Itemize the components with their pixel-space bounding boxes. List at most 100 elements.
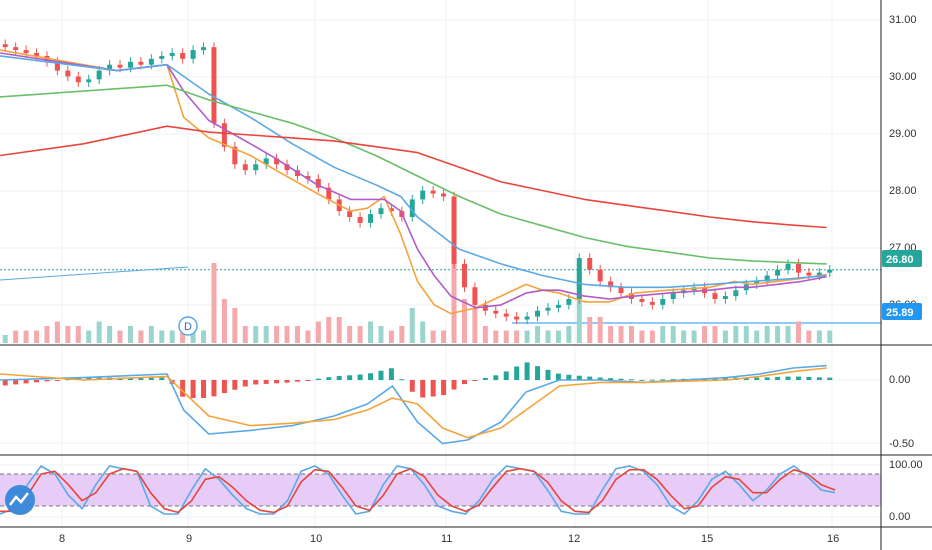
stochastic-band	[0, 473, 881, 507]
volume-bar	[503, 330, 509, 343]
volume-bar	[555, 330, 561, 343]
macd-histogram-bar	[180, 380, 186, 397]
volume-bar	[2, 335, 8, 343]
macd-histogram-bar	[347, 375, 353, 380]
volume-bar	[232, 308, 238, 343]
last-price-tag-label: 26.80	[886, 254, 914, 266]
volume-bar	[294, 326, 300, 343]
volume-bar	[660, 326, 666, 343]
time-tick-label: 9	[186, 533, 192, 545]
candle-body	[242, 164, 248, 171]
macd-histogram-bar	[597, 377, 603, 380]
candle-body	[65, 70, 71, 77]
volume-bar	[13, 330, 19, 343]
macd-histogram-bar	[13, 380, 19, 385]
dividend-marker[interactable]	[178, 316, 198, 336]
volume-bar	[806, 330, 812, 343]
stoch-tick-label: 0.00	[889, 511, 910, 523]
candle-body	[535, 310, 541, 317]
price-tick-label: 30.00	[889, 71, 917, 83]
candle-body	[221, 123, 227, 147]
time-tick-label: 12	[568, 533, 580, 545]
candle-body	[180, 53, 186, 59]
volume-bar	[86, 330, 92, 343]
candle-body	[608, 281, 614, 288]
volume-bar	[34, 330, 40, 343]
macd-histogram-bar	[795, 376, 801, 380]
macd-tick-label: 0.00	[889, 374, 910, 386]
macd-histogram-bar	[628, 379, 634, 381]
macd-histogram-bar	[315, 378, 321, 380]
macd-histogram-bar	[221, 380, 227, 394]
macd-histogram-bar	[159, 377, 165, 380]
candle-body	[148, 58, 154, 65]
volume-bar	[451, 263, 457, 343]
macd-histogram-bar	[785, 376, 791, 380]
macd-histogram-bar	[503, 371, 509, 380]
candle-body	[23, 50, 29, 53]
candle-body	[451, 196, 457, 264]
volume-bar	[702, 326, 708, 343]
candle-body	[555, 304, 561, 308]
macd-histogram-bar	[263, 380, 269, 384]
volume-bar	[441, 330, 447, 343]
macd-histogram-bar	[138, 377, 144, 380]
candle-body	[409, 199, 415, 217]
candle-body	[284, 164, 290, 171]
volume-bar	[628, 326, 634, 343]
candle-body	[263, 158, 269, 165]
candle-body	[253, 164, 259, 171]
volume-bar	[712, 326, 718, 343]
candle-body	[378, 208, 384, 215]
candle-body	[827, 269, 833, 273]
candle-body	[159, 55, 165, 59]
volume-bar	[566, 326, 572, 343]
price-tick-label: 29.00	[889, 128, 917, 140]
candle-body	[785, 263, 791, 270]
volume-bar	[420, 321, 426, 343]
volume-bar	[681, 330, 687, 343]
macd-histogram-bar	[357, 374, 363, 380]
candle-body	[712, 293, 718, 299]
macd-histogram-bar	[34, 380, 40, 383]
volume-bar	[107, 326, 113, 343]
candle-body	[545, 307, 551, 311]
candle-body	[754, 281, 760, 285]
volume-bar	[722, 330, 728, 343]
low-price-tag	[882, 303, 922, 320]
moving-average-line	[0, 84, 827, 265]
macd-histogram-bar	[201, 380, 207, 398]
stoch-tick-label: 100.00	[889, 459, 923, 471]
macd-histogram-bar	[754, 377, 760, 380]
volume-bar	[649, 330, 655, 343]
candle-body	[795, 263, 801, 273]
volume-bar	[514, 330, 520, 343]
macd-line	[0, 367, 827, 439]
volume-bar	[775, 326, 781, 343]
candle-body	[660, 299, 666, 305]
candle-body	[764, 275, 770, 282]
moving-average-line	[0, 125, 827, 229]
macd-histogram-bar	[2, 380, 8, 386]
volume-bar	[305, 330, 311, 343]
volume-bar	[618, 326, 624, 343]
candle-body	[806, 272, 812, 276]
macd-histogram-bar	[461, 380, 467, 385]
indicator-lines	[0, 49, 836, 515]
macd-histogram-bar	[420, 380, 426, 398]
macd-histogram-bar	[44, 380, 50, 382]
volume-bar	[482, 326, 488, 343]
candle-body	[566, 299, 572, 305]
macd-histogram-bar	[764, 377, 770, 380]
candle-body	[524, 316, 530, 320]
stochastic-band-fill	[0, 474, 881, 506]
volume-bar	[816, 330, 822, 343]
volume-bar	[44, 326, 50, 343]
moving-average-line	[0, 55, 827, 289]
stochastic-line	[0, 465, 836, 515]
macd-histogram-bar	[253, 380, 259, 385]
macd-histogram-bar	[284, 380, 290, 383]
volume-bar	[795, 321, 801, 343]
volume-bar	[587, 317, 593, 343]
macd-histogram-bar	[722, 377, 728, 380]
